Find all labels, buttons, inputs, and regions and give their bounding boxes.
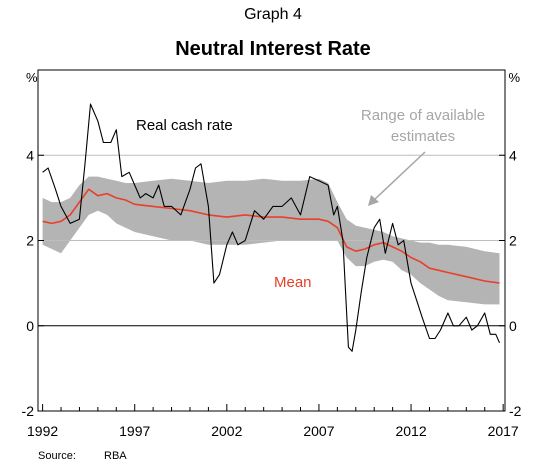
graph-label: Graph 4: [244, 6, 302, 23]
annotation-mean: Mean: [274, 274, 312, 291]
x-tick-label: 2012: [395, 423, 426, 439]
x-tick-label: 2017: [488, 423, 519, 439]
y-unit-right: %: [508, 70, 520, 85]
x-tick-label: 2007: [303, 423, 334, 439]
source-label: Source:: [38, 450, 76, 462]
real-cash-rate-line: [42, 103, 501, 352]
gridline-layer: [38, 154, 505, 241]
annotation-arrow: [368, 151, 426, 206]
x-tick-label: 1992: [27, 423, 58, 439]
y-tick-label-left: 2: [26, 233, 34, 249]
y-tick-label-right: 0: [509, 318, 517, 334]
tick-layer: -2 -2 0 0 2 2 4 4 1992 1997 2002 2007 2012 2017: [22, 147, 522, 439]
annotation-range-line2: estimates: [391, 128, 455, 145]
chart-title: Neutral Interest Rate: [175, 38, 371, 60]
y-tick-label-right: 4: [509, 147, 517, 163]
annotation-range-line1: Range of available: [361, 107, 485, 124]
y-tick-label-left: -2: [22, 403, 35, 419]
x-tick-label: 2002: [211, 423, 242, 439]
y-tick-label-right: -2: [509, 403, 522, 419]
y-unit-left: %: [26, 70, 38, 85]
series-layer: [38, 103, 505, 352]
mean-line: [42, 188, 500, 284]
source-value: RBA: [104, 450, 127, 462]
y-tick-label-left: 0: [26, 318, 34, 334]
x-tick-label: 1997: [119, 423, 150, 439]
source-note: Source: RBA: [38, 450, 127, 462]
y-tick-label-left: 4: [26, 147, 34, 163]
annotation-real-cash-rate: Real cash rate: [136, 117, 233, 134]
y-tick-label-right: 2: [509, 233, 517, 249]
